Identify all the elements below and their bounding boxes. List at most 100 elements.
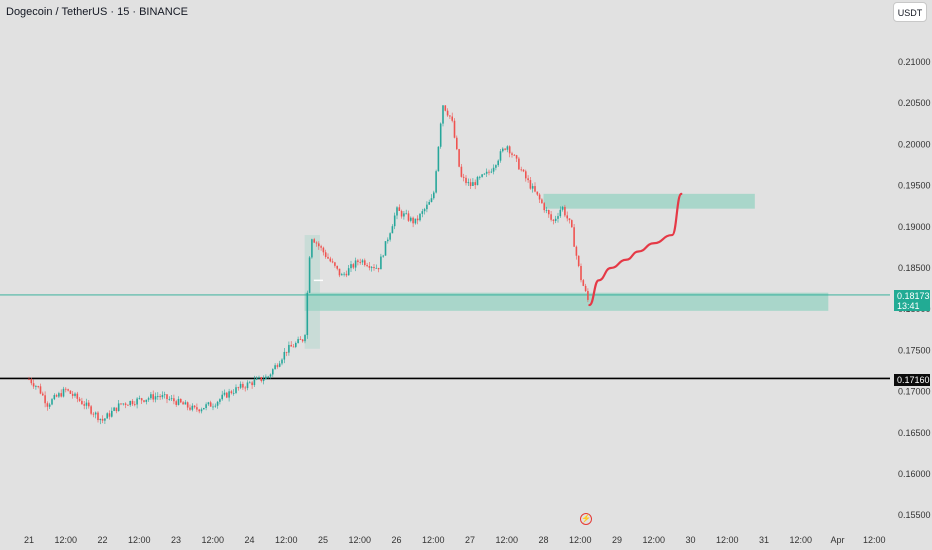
candle-body: [568, 218, 571, 221]
candle-body: [377, 267, 380, 270]
candle-body: [416, 218, 419, 221]
chart-title: Dogecoin / TetherUS · 15 · BINANCE: [6, 6, 188, 18]
candle-body: [442, 105, 444, 124]
candle-body: [48, 404, 51, 407]
candle-body: [518, 158, 520, 170]
candle-body: [147, 398, 150, 400]
candle-body: [88, 402, 90, 407]
candle-body: [83, 404, 85, 406]
candle-body: [168, 398, 171, 400]
candle-body: [336, 265, 338, 269]
candle-body: [136, 398, 138, 405]
candle-body: [410, 217, 412, 221]
candle-body: [435, 171, 437, 193]
lightning-icon[interactable]: ⚡: [580, 513, 592, 525]
x-axis: 21 12:00 22 12:00 23 12:00 24 12:00 25 12:00 26 12:…: [24, 535, 886, 545]
candle-body: [423, 209, 426, 212]
candle-body: [534, 186, 536, 192]
candle-body: [446, 110, 449, 116]
y-tick-label: 0.20000: [898, 139, 931, 149]
candle-body: [232, 392, 235, 394]
y-tick-label: 0.18500: [898, 263, 931, 273]
candle-body: [428, 202, 430, 205]
x-tick-label: Apr: [830, 535, 844, 545]
candle-body: [51, 399, 53, 405]
candle-body: [488, 171, 490, 173]
candle-body: [237, 387, 240, 389]
x-tick-label: 12:00: [569, 535, 592, 545]
candle-body: [223, 392, 226, 395]
candle-body: [207, 402, 210, 405]
candle-body: [575, 246, 578, 256]
candle-body: [582, 280, 585, 286]
candle-body: [308, 257, 311, 293]
candle-body: [373, 266, 375, 269]
x-tick-label: 12:00: [863, 535, 886, 545]
projection-path: [588, 192, 683, 307]
y-tick-label: 0.15500: [898, 510, 931, 520]
candle-body: [389, 233, 391, 240]
candle-body: [67, 389, 69, 391]
x-tick-label: 12:00: [348, 535, 371, 545]
candle-body: [364, 260, 366, 266]
y-tick-label: 0.17000: [898, 387, 931, 397]
candle-body: [366, 265, 368, 267]
candle-body: [508, 146, 511, 154]
candle-body: [361, 260, 364, 263]
candle-body: [426, 204, 428, 210]
candle-body: [189, 407, 191, 410]
candle-body: [318, 243, 320, 247]
candle-body: [467, 182, 470, 184]
candle-body: [246, 382, 249, 389]
candle-body: [101, 418, 104, 421]
candle-body: [511, 153, 513, 155]
candle-body: [161, 395, 164, 398]
candle-body: [212, 406, 214, 408]
candle-body: [393, 215, 396, 227]
candle-body: [543, 203, 545, 211]
candle-body: [177, 398, 180, 405]
candle-body: [131, 400, 134, 405]
candle-body: [272, 369, 274, 375]
candle-body: [387, 239, 389, 242]
upper-resistance-zone: [543, 193, 755, 209]
candle-body: [42, 393, 44, 396]
current-price-value: 0.18173: [897, 291, 930, 301]
candle-body: [299, 339, 302, 340]
candle-body: [253, 379, 256, 386]
x-tick-label: 24: [244, 535, 254, 545]
x-tick-label: 12:00: [201, 535, 224, 545]
candle-body: [28, 379, 30, 381]
y-tick-label: 0.17500: [898, 345, 931, 355]
breakout-zone: [304, 235, 320, 349]
candle-body: [407, 213, 410, 221]
candle-body: [384, 241, 387, 256]
candle-body: [525, 171, 527, 179]
candle-body: [354, 260, 357, 268]
candle-body: [580, 265, 582, 281]
candles-layer: [28, 104, 589, 425]
candle-body: [196, 407, 198, 410]
candle-body: [193, 405, 196, 408]
candle-body: [230, 391, 233, 394]
candle-body: [150, 394, 152, 399]
candle-body: [249, 382, 251, 384]
candle-body: [315, 242, 318, 244]
candle-body: [497, 160, 499, 166]
candle-body: [134, 404, 136, 406]
candle-body: [216, 401, 219, 406]
candle-body: [157, 396, 159, 397]
candle-body: [295, 343, 297, 347]
candle-body: [239, 383, 242, 388]
candle-body: [329, 258, 332, 262]
y-tick-label: 0.16500: [898, 428, 931, 438]
candle-body: [490, 171, 493, 173]
candle-body: [347, 268, 350, 276]
candle-body: [492, 167, 495, 172]
currency-button[interactable]: USDT: [893, 2, 927, 22]
candle-body: [301, 339, 304, 342]
x-tick-label: 12:00: [716, 535, 739, 545]
candle-body: [85, 402, 88, 406]
candle-body: [251, 382, 253, 386]
